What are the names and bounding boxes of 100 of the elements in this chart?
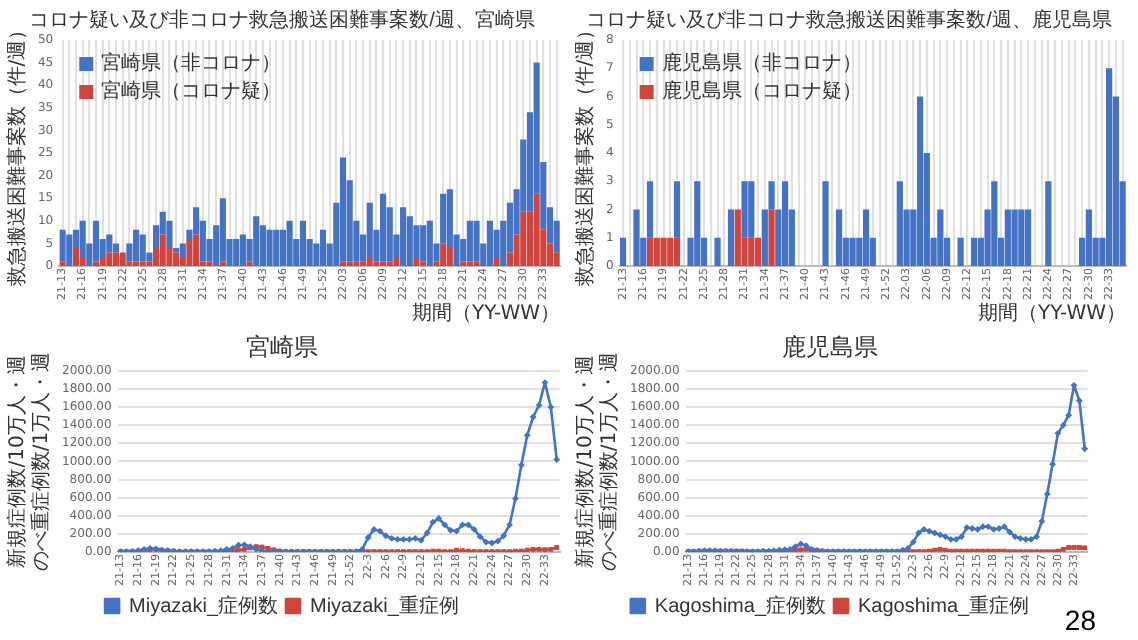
bar [186, 238, 193, 267]
bar [286, 220, 293, 267]
bar [957, 237, 964, 267]
bar [299, 220, 307, 267]
bar [266, 229, 273, 267]
bar [937, 209, 944, 267]
bar [694, 181, 701, 267]
bar [59, 229, 66, 262]
text: 28 [1064, 604, 1096, 636]
legend-label: Kagoshima_重症例 [858, 593, 1030, 618]
bar [1106, 68, 1113, 267]
bar [667, 237, 674, 267]
bar [106, 234, 113, 253]
bar [520, 211, 527, 267]
bar [219, 198, 226, 262]
chart-title: 宮崎県 [246, 333, 318, 362]
bar [92, 220, 100, 262]
bar [206, 261, 213, 267]
bar [246, 261, 253, 267]
bar [473, 220, 480, 262]
bar [106, 252, 113, 267]
bar [279, 229, 286, 267]
y-axis-title: 救急搬送困難事案数（件/週） [5, 19, 30, 289]
legend-label: 宮崎県（コロナ疑） [101, 79, 282, 104]
legend-label: 鹿児島県（非コロナ） [661, 51, 862, 76]
bar [1011, 209, 1018, 267]
bar [673, 237, 681, 267]
bar [673, 181, 681, 238]
bar [1085, 209, 1092, 267]
bar [112, 252, 120, 267]
bar [768, 181, 775, 210]
bar [822, 181, 829, 267]
bar [273, 229, 280, 267]
bar [420, 225, 427, 262]
bar [173, 252, 180, 267]
bar [253, 216, 260, 267]
bar [646, 181, 654, 238]
bar [727, 209, 735, 267]
bar [440, 243, 447, 267]
bar [741, 181, 748, 238]
bar [179, 243, 186, 257]
x-axis-title: 期間（YY-WW） [411, 301, 560, 326]
bar [380, 193, 387, 262]
bar [768, 209, 775, 267]
bar [440, 193, 447, 244]
y-axis-title: 新規症例数/10万人・週のべ重症例数/1万人・週 [5, 351, 54, 572]
bar [653, 237, 660, 267]
bar [159, 234, 166, 267]
bar [486, 220, 493, 267]
bar [66, 234, 73, 267]
bar [761, 209, 768, 267]
bar [426, 220, 433, 267]
legend-label: Miyazaki_重症例 [310, 593, 459, 618]
bar [193, 234, 200, 267]
bar [393, 257, 400, 267]
bar [132, 229, 140, 262]
bar [239, 234, 246, 267]
bar [633, 209, 640, 267]
bar [660, 237, 667, 267]
bar [466, 220, 473, 262]
bar [119, 252, 126, 267]
bar [400, 207, 407, 267]
bar [748, 181, 755, 238]
y-axis-title: 新規症例数/10万人・週のべ重症例数/1万人・週 [573, 351, 622, 572]
bar [1004, 209, 1011, 267]
bar [319, 229, 327, 267]
bar [835, 209, 843, 267]
bar [473, 261, 480, 267]
bar [446, 247, 453, 267]
legend-label: Miyazaki_症例数 [129, 593, 279, 618]
bar [366, 202, 373, 257]
bar [862, 209, 870, 267]
legend-label: 鹿児島県（コロナ疑） [661, 79, 862, 104]
bar [734, 209, 741, 267]
bar [619, 237, 627, 267]
bar [72, 247, 80, 267]
bar [646, 237, 654, 267]
bar [916, 96, 924, 267]
bar [748, 237, 755, 267]
bar [781, 181, 789, 267]
bar [991, 181, 998, 267]
bar [714, 237, 721, 267]
bar [849, 237, 856, 267]
legend-label: Kagoshima_症例数 [654, 593, 827, 618]
bar [339, 157, 347, 262]
bar [99, 257, 106, 267]
bar [233, 238, 240, 267]
bar [1025, 209, 1032, 267]
x-axis-title: 期間（YY-WW） [977, 301, 1126, 326]
bar [413, 257, 420, 267]
chart-title: コロナ疑い及び非コロナ救急搬送困難事案数/週、宮崎県 [29, 7, 535, 32]
bar [1045, 181, 1052, 267]
legend-label: 宮崎県（非コロナ） [101, 51, 282, 76]
bar [896, 181, 903, 267]
bar [493, 257, 500, 267]
bar [139, 234, 146, 262]
bar [754, 237, 762, 267]
chart-title: 鹿児島県 [782, 333, 878, 362]
bar [366, 257, 373, 267]
bar [166, 220, 173, 248]
